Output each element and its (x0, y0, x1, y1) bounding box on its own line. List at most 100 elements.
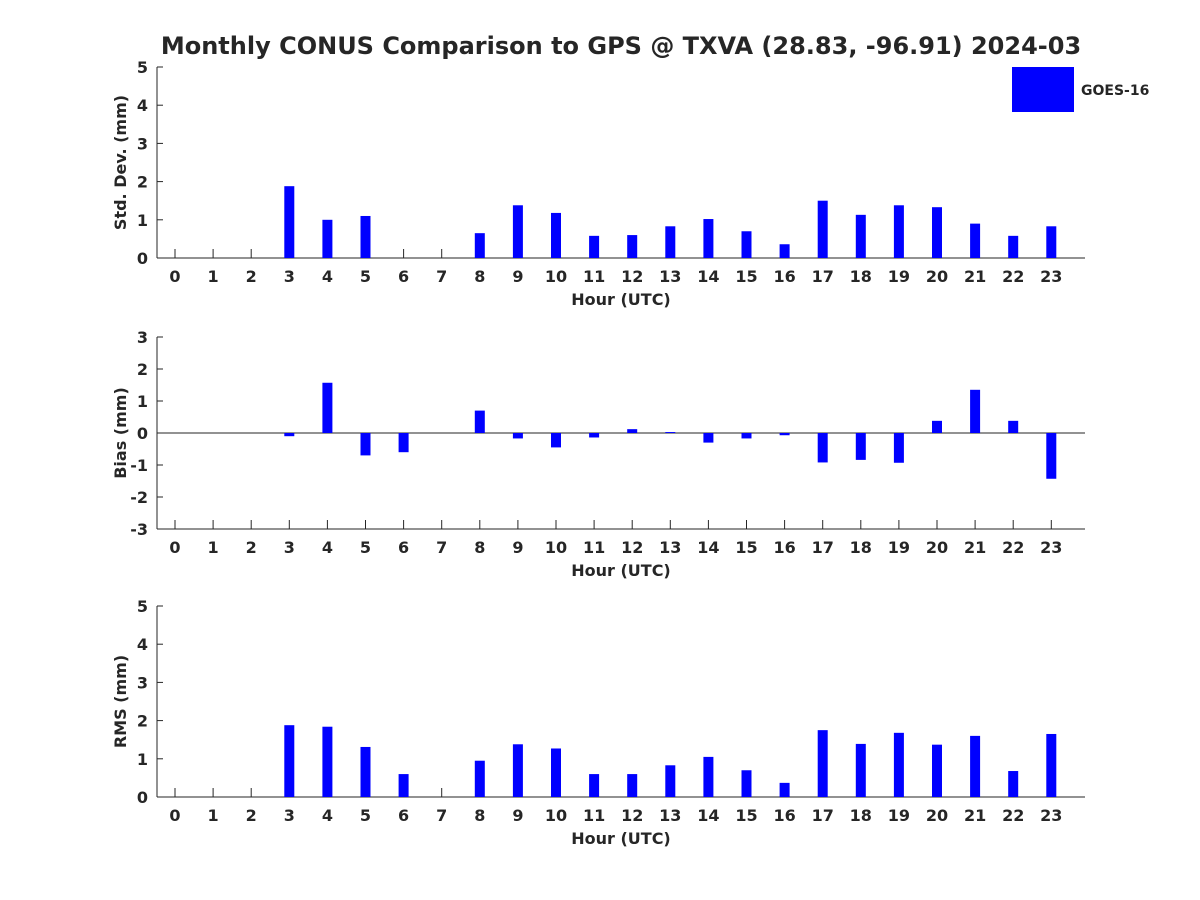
bar (970, 735, 981, 797)
bar (284, 433, 295, 437)
bar (741, 770, 752, 797)
y-tick-label: 5 (137, 597, 148, 616)
x-tick-label: 2 (246, 538, 257, 557)
x-tick-label: 1 (208, 267, 219, 286)
x-tick-label: 4 (322, 267, 333, 286)
bar (589, 433, 600, 438)
y-tick-label: 0 (137, 249, 148, 268)
x-tick-label: 22 (1002, 267, 1024, 286)
x-tick-label: 15 (735, 806, 757, 825)
bar (855, 214, 866, 258)
bar (627, 235, 638, 258)
y-tick-label: 4 (137, 96, 148, 115)
x-tick-label: 7 (436, 267, 447, 286)
x-tick-label: 1 (208, 538, 219, 557)
x-tick-label: 11 (583, 806, 605, 825)
x-tick-label: 2 (246, 267, 257, 286)
x-tick-label: 6 (398, 806, 409, 825)
bar (703, 756, 714, 797)
bar (970, 223, 981, 258)
x-tick-label: 12 (621, 538, 643, 557)
bar (398, 433, 409, 453)
x-tick-label: 18 (850, 538, 872, 557)
y-tick-label: 2 (137, 360, 148, 379)
bar (741, 433, 752, 439)
x-tick-label: 13 (659, 538, 681, 557)
bar (512, 205, 523, 258)
bar (512, 433, 523, 439)
bar (932, 420, 942, 433)
y-tick-label: 3 (137, 134, 148, 153)
y-axis-label: Bias (mm) (111, 387, 130, 479)
bar (779, 433, 790, 436)
x-tick-label: 0 (169, 267, 180, 286)
bar (817, 433, 828, 463)
bar (322, 219, 333, 258)
x-tick-label: 20 (926, 806, 948, 825)
y-tick-label: 3 (137, 328, 148, 347)
bar (360, 215, 371, 258)
y-tick-label: 4 (137, 635, 148, 654)
bar (512, 744, 523, 797)
bar (817, 200, 828, 258)
bar (1008, 771, 1019, 797)
x-tick-label: 19 (888, 806, 910, 825)
y-tick-label: -3 (130, 520, 148, 539)
x-axis-label: Hour (UTC) (571, 561, 671, 580)
bar (855, 433, 866, 460)
x-tick-label: 1 (208, 806, 219, 825)
chart-title: Monthly CONUS Comparison to GPS @ TXVA (… (161, 32, 1081, 60)
x-tick-label: 8 (474, 267, 485, 286)
x-tick-label: 8 (474, 538, 485, 557)
x-tick-label: 10 (545, 267, 567, 286)
x-tick-label: 16 (773, 267, 795, 286)
x-tick-label: 19 (888, 267, 910, 286)
bar (551, 433, 561, 448)
x-tick-label: 12 (621, 267, 643, 286)
x-tick-label: 17 (812, 538, 834, 557)
x-axis-label: Hour (UTC) (571, 829, 671, 848)
bar (284, 186, 295, 258)
y-tick-label: -2 (130, 488, 148, 507)
legend: GOES-16 (1012, 67, 1149, 112)
x-axis-label: Hour (UTC) (571, 290, 671, 309)
x-tick-label: 21 (964, 806, 986, 825)
y-tick-label: 0 (137, 788, 148, 807)
x-tick-label: 20 (926, 267, 948, 286)
x-tick-label: 11 (583, 538, 605, 557)
x-tick-label: 13 (659, 806, 681, 825)
x-tick-label: 0 (169, 806, 180, 825)
x-tick-label: 16 (773, 538, 795, 557)
x-tick-label: 5 (360, 267, 371, 286)
bar (932, 744, 942, 797)
legend-label: GOES-16 (1081, 83, 1149, 99)
bar (322, 382, 333, 433)
x-tick-label: 14 (697, 267, 719, 286)
x-tick-label: 13 (659, 267, 681, 286)
x-tick-label: 5 (360, 538, 371, 557)
x-tick-label: 14 (697, 538, 719, 557)
bar (779, 244, 790, 258)
x-tick-label: 4 (322, 538, 333, 557)
x-tick-label: 15 (735, 538, 757, 557)
bar (703, 433, 714, 443)
bar (970, 389, 981, 433)
bar (741, 231, 752, 258)
bar (779, 782, 790, 797)
bar (474, 410, 485, 433)
x-tick-label: 9 (512, 538, 523, 557)
x-tick-label: 3 (284, 806, 295, 825)
x-tick-label: 8 (474, 806, 485, 825)
bar (551, 748, 561, 797)
bar (893, 433, 904, 463)
x-tick-label: 6 (398, 267, 409, 286)
x-tick-label: 22 (1002, 806, 1024, 825)
x-tick-label: 2 (246, 806, 257, 825)
bar (322, 726, 333, 797)
bar (1008, 235, 1019, 258)
y-tick-label: 5 (137, 58, 148, 77)
bar (360, 433, 371, 456)
